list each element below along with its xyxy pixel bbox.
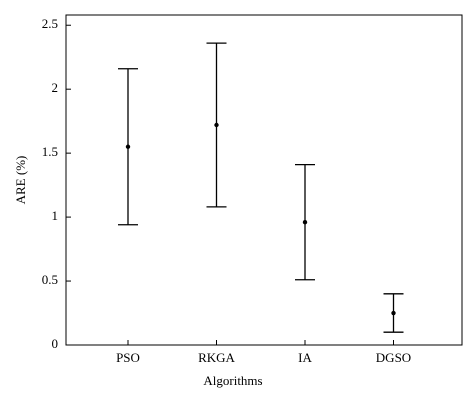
x-tick-label: IA [298, 350, 312, 365]
y-tick-label: 0.5 [42, 272, 58, 287]
y-axis-label: ARE (%) [13, 156, 28, 205]
y-tick-label: 1.5 [42, 144, 58, 159]
x-tick-label: PSO [116, 350, 140, 365]
mean-point [391, 310, 396, 316]
mean-point [214, 122, 219, 128]
x-tick-label: DGSO [376, 350, 411, 365]
y-tick-label: 1 [52, 208, 59, 223]
plot-frame [65, 14, 463, 346]
y-tick-label: 2 [52, 80, 59, 95]
y-tick-label: 0 [52, 336, 59, 351]
mean-point [125, 144, 131, 149]
x-tick-label: RKGA [198, 350, 235, 365]
x-axis-label: Algorithms [203, 373, 262, 388]
y-tick-label: 2.5 [42, 16, 58, 31]
mean-point [302, 220, 308, 225]
